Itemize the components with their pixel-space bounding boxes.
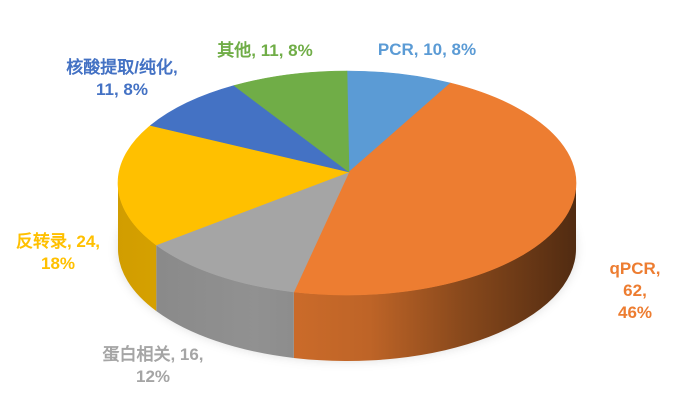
pie-slice-4 — [150, 85, 350, 173]
pie-slice-5 — [233, 70, 350, 173]
pie-slice-2 — [155, 171, 350, 293]
pie-wall-1 — [293, 183, 576, 362]
pie-wall-3 — [118, 183, 157, 311]
pie-slice-3 — [117, 125, 350, 246]
pie-wall-2 — [156, 244, 294, 358]
pie-slice-0 — [346, 70, 451, 173]
pie-slice-1 — [293, 82, 577, 296]
